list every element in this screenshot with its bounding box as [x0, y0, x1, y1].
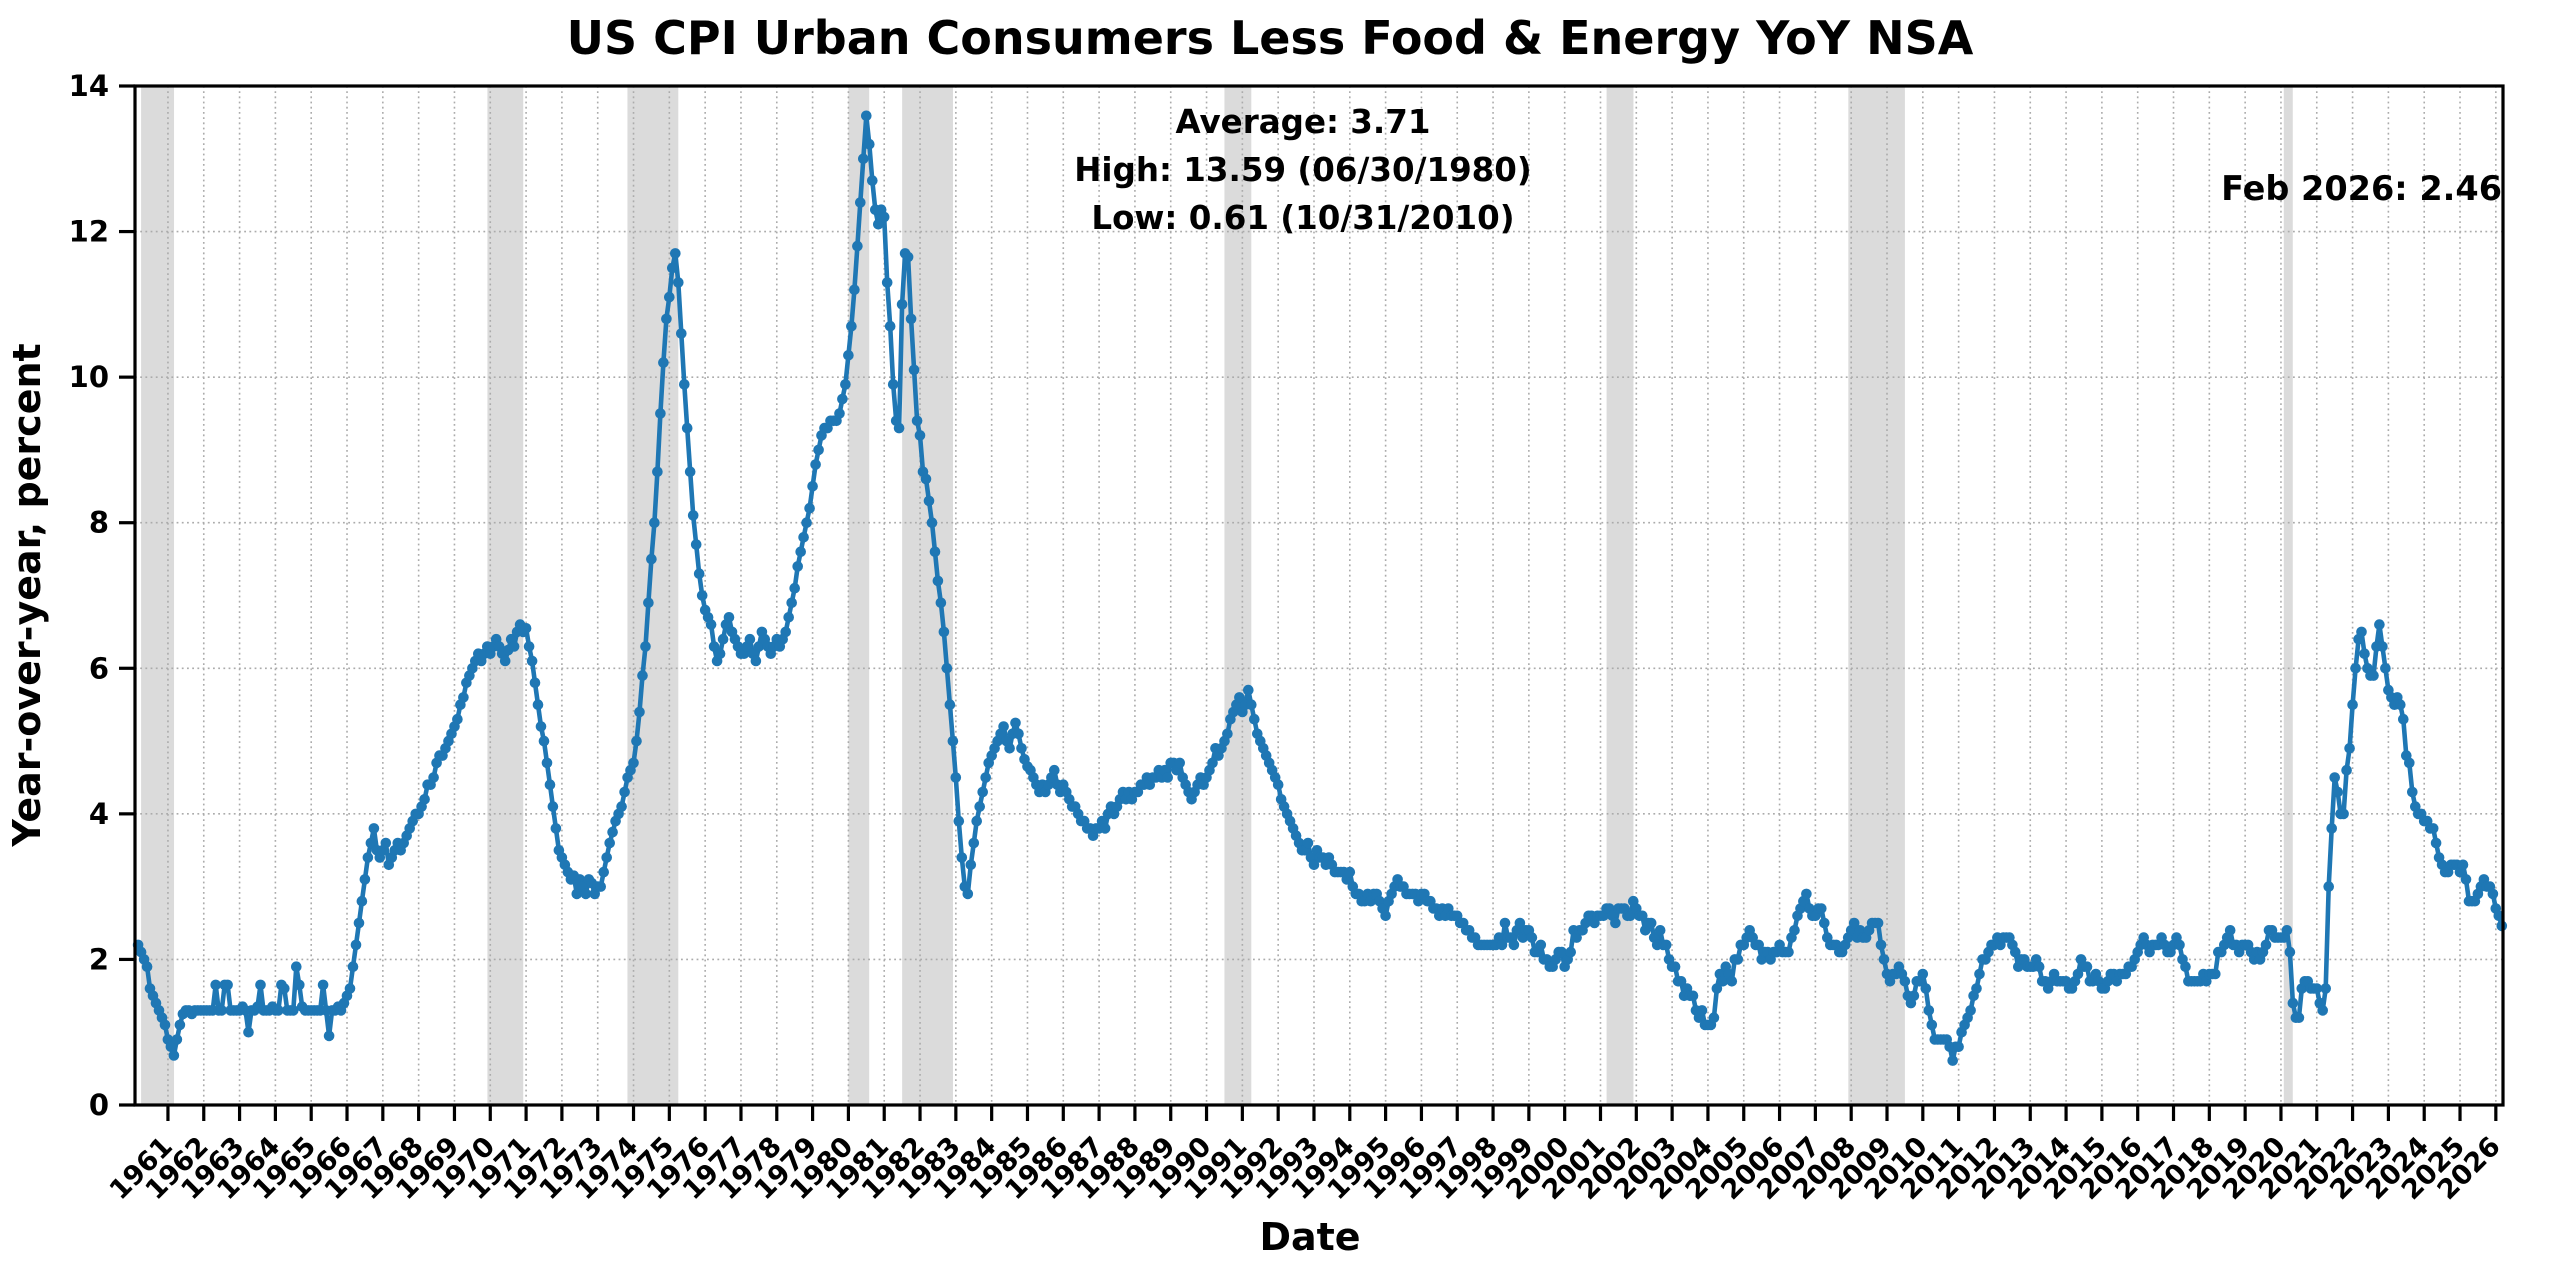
y-axis-label: Year-over-year, percent	[5, 343, 49, 847]
axes-and-ticks: 1961196219631964196519661967196819691970…	[69, 69, 2507, 1206]
y-tick-label: 6	[89, 651, 109, 685]
y-tick-label: 8	[89, 506, 109, 540]
stats-high: High: 13.59 (06/30/1980)	[1074, 151, 1532, 189]
y-tick-label: 14	[69, 69, 109, 103]
latest-value-annotation: Feb 2026: 2.46	[2221, 169, 2502, 208]
x-axis-label: Date	[1259, 1215, 1360, 1259]
y-tick-label: 10	[69, 360, 109, 394]
recession-band	[1848, 86, 1905, 1105]
recession-band	[2283, 86, 2293, 1105]
chart-title: US CPI Urban Consumers Less Food & Energ…	[567, 11, 1974, 65]
y-tick-label: 4	[89, 797, 109, 831]
stats-low: Low: 0.61 (10/31/2010)	[1091, 199, 1514, 237]
stats-average: Average: 3.71	[1176, 103, 1431, 141]
recession-band	[487, 86, 524, 1105]
recession-band	[627, 86, 679, 1105]
recession-band	[1606, 86, 1634, 1105]
y-tick-label: 2	[89, 942, 109, 976]
recession-band	[1224, 86, 1252, 1105]
recession-band	[902, 86, 953, 1105]
y-tick-label: 12	[69, 215, 109, 249]
recession-band	[848, 86, 870, 1105]
gridlines	[135, 85, 2503, 1106]
recession-bands	[141, 86, 2293, 1105]
plot-border	[133, 84, 2505, 1107]
y-tick-label: 0	[89, 1088, 109, 1122]
